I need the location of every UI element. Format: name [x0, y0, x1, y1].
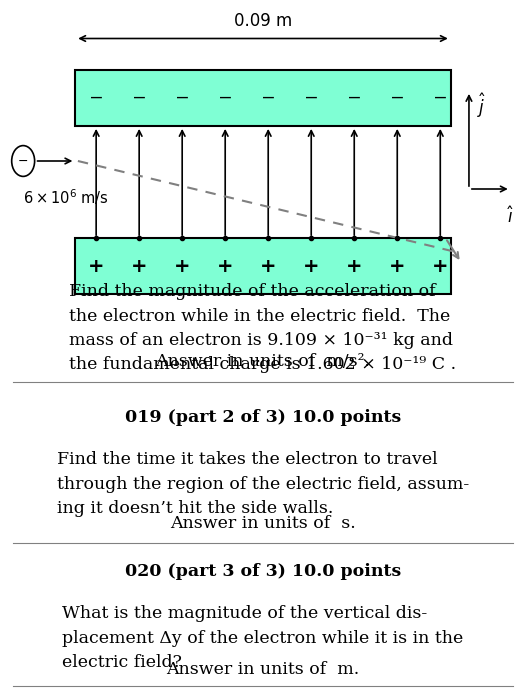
- Text: —: —: [392, 89, 403, 107]
- Text: —: —: [349, 89, 360, 107]
- Text: Find the time it takes the electron to travel
through the region of the electric: Find the time it takes the electron to t…: [57, 452, 469, 517]
- Text: —: —: [263, 89, 274, 107]
- Text: +: +: [174, 256, 190, 276]
- Text: 019 (part 2 of 3) 10.0 points: 019 (part 2 of 3) 10.0 points: [125, 410, 401, 426]
- Text: +: +: [260, 256, 277, 276]
- FancyBboxPatch shape: [75, 70, 451, 126]
- Text: Answer in units of  m.: Answer in units of m.: [166, 662, 360, 678]
- Text: $\hat{\imath}$: $\hat{\imath}$: [507, 206, 514, 227]
- Text: —: —: [134, 89, 145, 107]
- Text: 020 (part 3 of 3) 10.0 points: 020 (part 3 of 3) 10.0 points: [125, 564, 401, 580]
- Text: 0.09 m: 0.09 m: [234, 12, 292, 30]
- Text: —: —: [90, 89, 102, 107]
- FancyBboxPatch shape: [75, 238, 451, 294]
- Text: $6 \times 10^6$ m/s: $6 \times 10^6$ m/s: [23, 188, 109, 207]
- Text: What is the magnitude of the vertical dis-
placement Δy of the electron while it: What is the magnitude of the vertical di…: [63, 606, 463, 671]
- Text: +: +: [303, 256, 319, 276]
- Text: $\hat{j}$: $\hat{j}$: [477, 91, 486, 120]
- Text: Answer in units of  m/s².: Answer in units of m/s².: [156, 354, 370, 370]
- Text: +: +: [88, 256, 104, 276]
- Text: Answer in units of  s.: Answer in units of s.: [170, 514, 356, 531]
- Text: +: +: [432, 256, 449, 276]
- Text: —: —: [177, 89, 188, 107]
- Text: Find the magnitude of the acceleration of
the electron while in the electric fie: Find the magnitude of the acceleration o…: [69, 284, 457, 373]
- Text: +: +: [217, 256, 234, 276]
- Text: +: +: [389, 256, 406, 276]
- Text: —: —: [306, 89, 317, 107]
- Text: +: +: [131, 256, 147, 276]
- Text: —: —: [220, 89, 230, 107]
- Text: −: −: [18, 155, 28, 167]
- Text: —: —: [435, 89, 446, 107]
- Text: +: +: [346, 256, 362, 276]
